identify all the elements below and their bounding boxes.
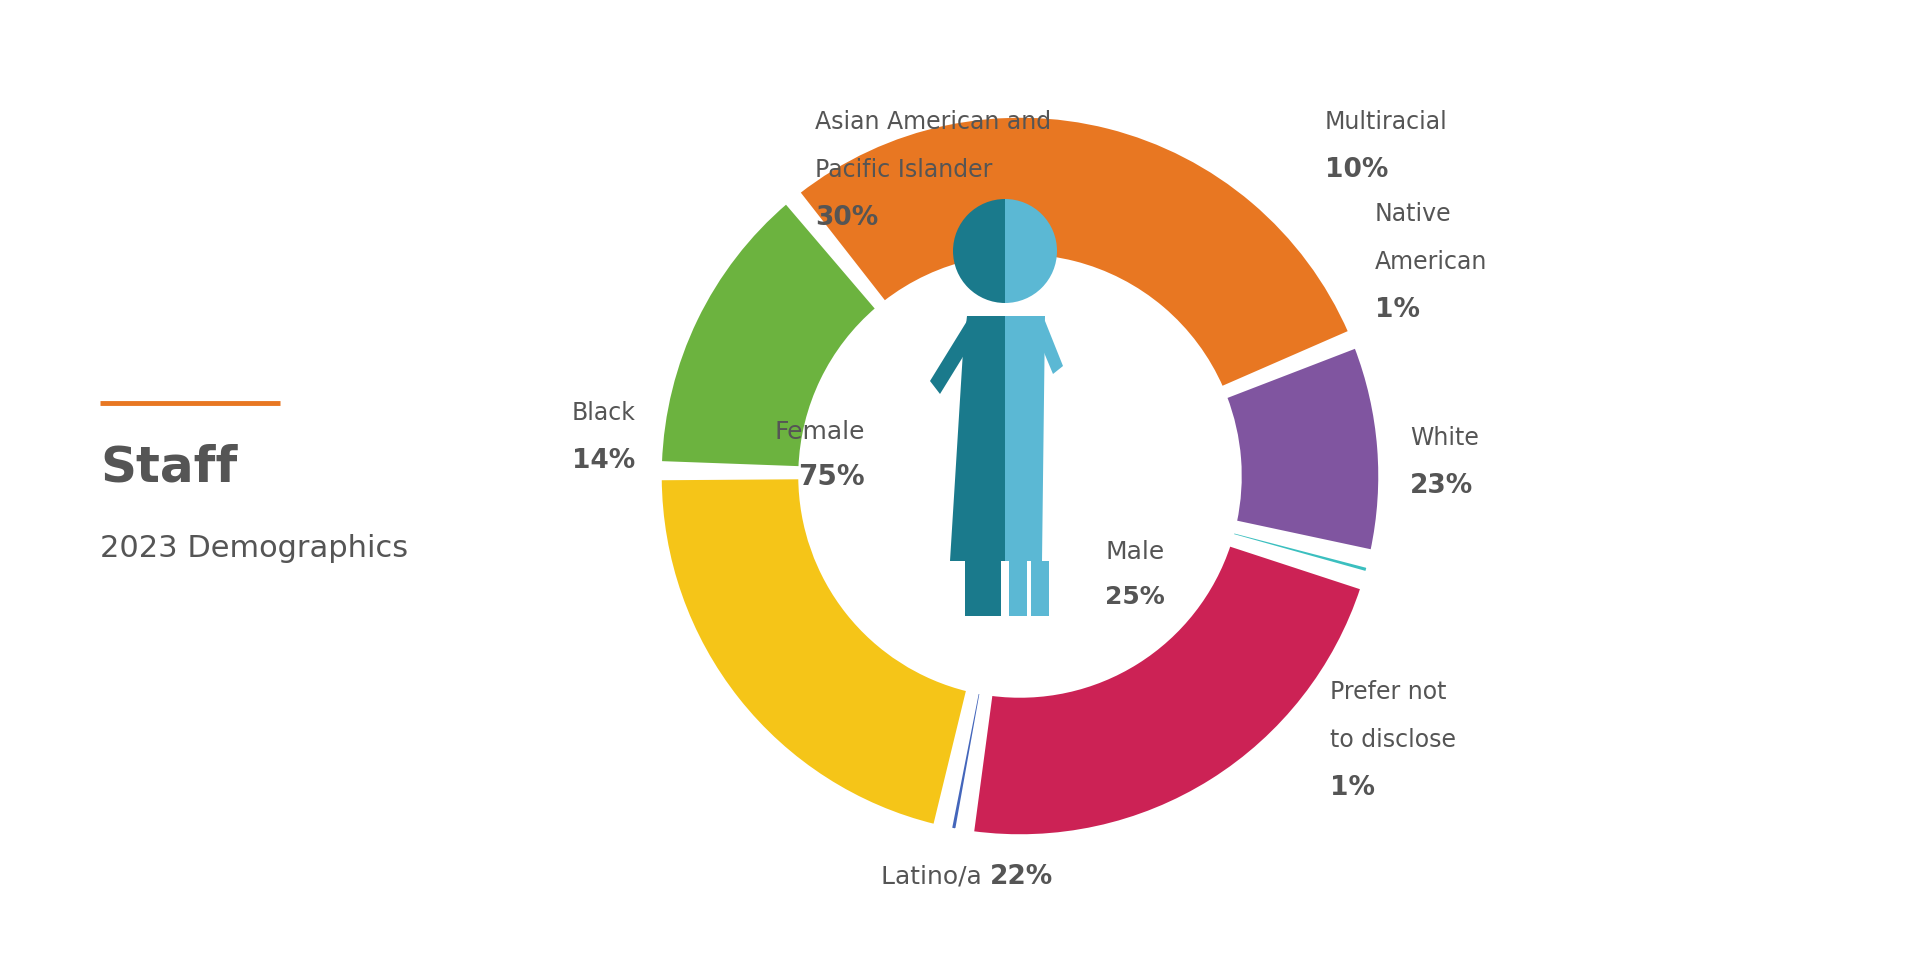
- Text: Female: Female: [774, 419, 866, 443]
- Polygon shape: [950, 316, 1004, 561]
- FancyBboxPatch shape: [1031, 561, 1048, 617]
- Text: 1%: 1%: [1331, 774, 1375, 801]
- Text: 10%: 10%: [1325, 157, 1388, 183]
- Wedge shape: [660, 478, 968, 826]
- Text: Pacific Islander: Pacific Islander: [814, 158, 993, 182]
- Text: Male: Male: [1106, 539, 1164, 563]
- Text: Latino/a: Latino/a: [881, 864, 991, 888]
- Wedge shape: [1225, 347, 1380, 552]
- Text: 1%: 1%: [1375, 296, 1421, 323]
- Wedge shape: [952, 200, 1004, 304]
- Text: Native: Native: [1375, 202, 1452, 226]
- Text: 2023 Demographics: 2023 Demographics: [100, 534, 409, 562]
- Text: to disclose: to disclose: [1331, 727, 1455, 751]
- Wedge shape: [799, 117, 1350, 389]
- FancyBboxPatch shape: [1010, 561, 1027, 617]
- Text: Multiracial: Multiracial: [1325, 110, 1448, 133]
- Wedge shape: [1233, 532, 1369, 574]
- Wedge shape: [950, 692, 981, 830]
- Text: 75%: 75%: [799, 462, 866, 491]
- Text: American: American: [1375, 250, 1488, 274]
- Text: 22%: 22%: [991, 863, 1054, 889]
- FancyBboxPatch shape: [983, 561, 1000, 617]
- Wedge shape: [972, 545, 1361, 836]
- Polygon shape: [929, 322, 977, 395]
- Text: White: White: [1409, 426, 1478, 450]
- Polygon shape: [1004, 316, 1044, 561]
- Text: Black: Black: [570, 400, 636, 424]
- Text: Asian American and: Asian American and: [814, 110, 1050, 133]
- Text: Prefer not: Prefer not: [1331, 679, 1446, 703]
- Text: 25%: 25%: [1106, 584, 1165, 608]
- Text: 30%: 30%: [814, 205, 877, 231]
- Text: 23%: 23%: [1409, 473, 1473, 498]
- FancyBboxPatch shape: [966, 561, 983, 617]
- Text: Staff: Staff: [100, 443, 238, 492]
- Polygon shape: [1035, 322, 1064, 375]
- Wedge shape: [660, 203, 877, 469]
- Text: 14%: 14%: [572, 448, 636, 474]
- Wedge shape: [1004, 200, 1058, 304]
